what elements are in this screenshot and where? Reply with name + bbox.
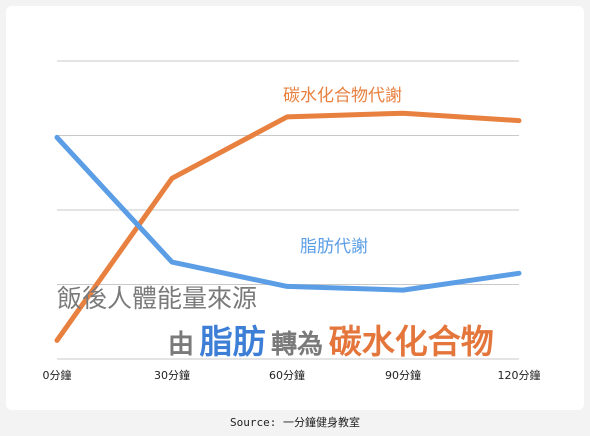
overlay-caption: 飯後人體能量來源 由 脂肪 轉為 碳水化合物 <box>57 284 494 361</box>
x-axis-ticks: 0分鐘 30分鐘 60分鐘 90分鐘 120分鐘 <box>43 368 541 382</box>
x-tick-label: 60分鐘 <box>269 368 305 382</box>
series-label-fat: 脂肪代謝 <box>300 237 368 257</box>
overlay-to: 轉為 <box>271 329 323 360</box>
series-line-fat <box>54 134 522 293</box>
overlay-highlight-fat: 脂肪 <box>200 322 266 361</box>
overlay-line-1: 飯後人體能量來源 <box>57 284 257 313</box>
overlay-line-2: 由 脂肪 轉為 碳水化合物 <box>168 322 494 361</box>
series-lines <box>54 110 522 343</box>
series-label-carbohydrate: 碳水化合物代謝 <box>283 86 402 106</box>
overlay-highlight-carb: 碳水化合物 <box>329 322 494 361</box>
source-caption: Source: 一分鐘健身教室 <box>230 416 360 429</box>
overlay-from: 由 <box>168 330 194 360</box>
x-tick-label: 0分鐘 <box>43 368 72 382</box>
x-tick-label: 90分鐘 <box>385 368 421 382</box>
x-tick-label: 120分鐘 <box>498 368 541 382</box>
series-line-carbohydrate <box>54 110 522 343</box>
chart-card <box>6 6 584 410</box>
x-tick-label: 30分鐘 <box>154 368 190 382</box>
